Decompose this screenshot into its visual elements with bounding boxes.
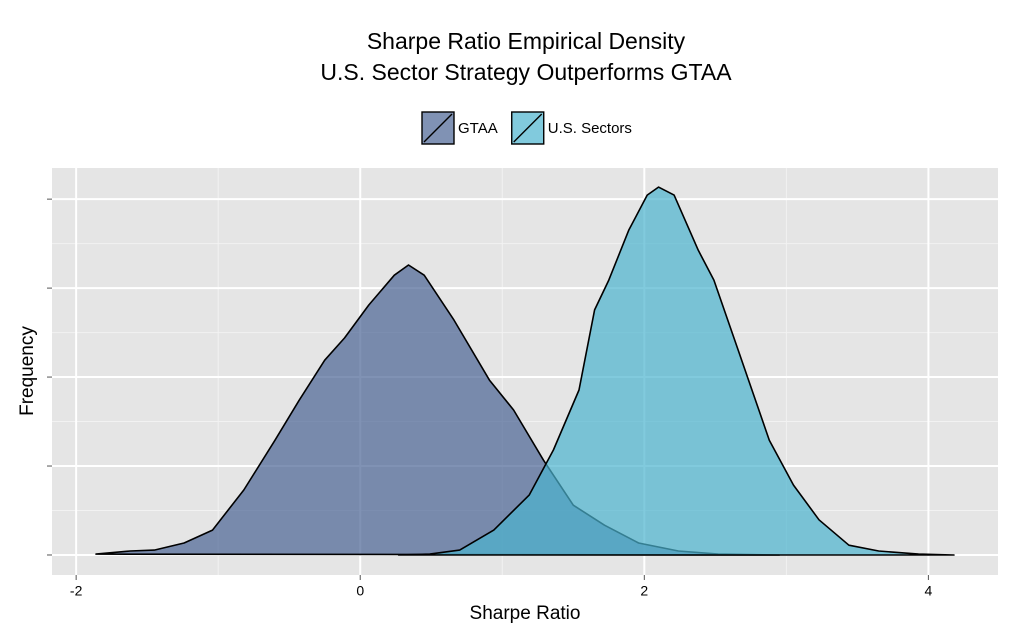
legend-label: U.S. Sectors: [548, 120, 632, 137]
y-axis-label: Frequency: [17, 326, 38, 416]
x-tick-label: 0: [356, 583, 364, 599]
chart-title: Sharpe Ratio Empirical Density: [367, 28, 686, 54]
x-tick-label: -2: [70, 583, 83, 599]
x-axis-label: Sharpe Ratio: [470, 603, 581, 624]
x-tick-label: 2: [640, 583, 648, 599]
density-area: [397, 186, 955, 556]
legend-key-slash: [423, 113, 453, 143]
x-tick-label: 4: [925, 583, 933, 599]
chart-subtitle: U.S. Sector Strategy Outperforms GTAA: [320, 59, 732, 85]
legend-label: GTAA: [458, 120, 498, 137]
legend-key-slash: [513, 113, 543, 143]
